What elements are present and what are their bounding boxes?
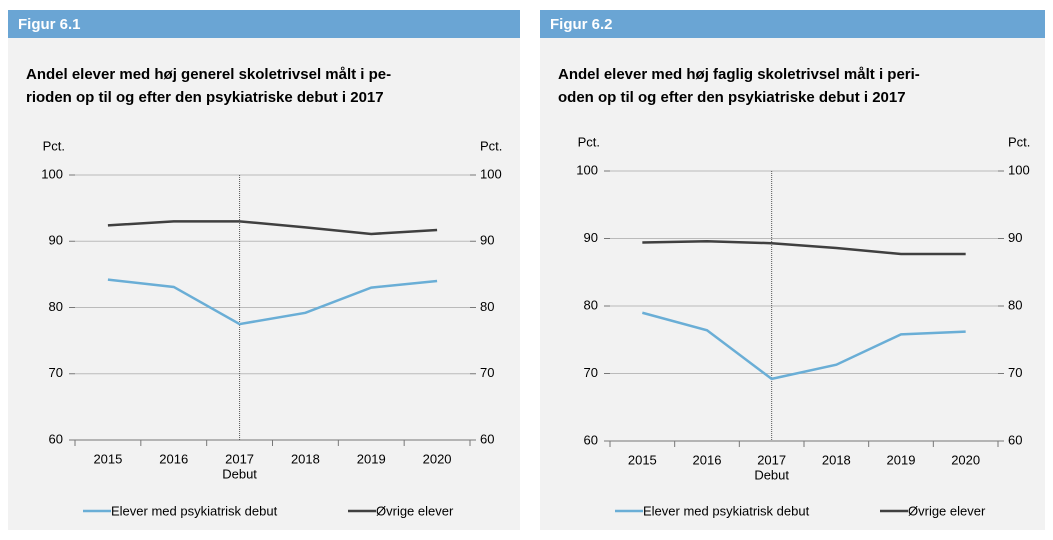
y2-tick-label: 80 <box>480 299 494 314</box>
x-tick-label: 2019 <box>887 452 916 467</box>
line <box>107 220 438 236</box>
x-tick-label: 2016 <box>693 452 722 467</box>
y-label: Pct. <box>578 134 600 149</box>
line <box>107 278 438 326</box>
x-tick-label: 2015 <box>628 452 657 467</box>
annotation: Debut <box>222 466 257 481</box>
panel-bg <box>540 38 1045 530</box>
y-tick-label: 100 <box>576 162 598 177</box>
x-tick-label: 2020 <box>423 451 452 466</box>
legend-label: Øvrige elever <box>908 503 986 518</box>
y-tick-label: 90 <box>584 230 598 245</box>
y-tick-label: 80 <box>584 297 598 312</box>
header: Figur 6.1 <box>18 16 81 33</box>
y2-tick-label: 100 <box>480 166 502 181</box>
y2-tick-label: 70 <box>1008 365 1022 380</box>
header: Figur 6.2 <box>550 16 613 33</box>
chart-title: Andel elever med høj generel skoletrivse… <box>26 66 391 83</box>
x-tick-label: 2015 <box>93 451 122 466</box>
y-tick-label: 70 <box>49 365 63 380</box>
y2-label: Pct. <box>1008 134 1030 149</box>
x-tick-label: 2018 <box>291 451 320 466</box>
x-tick-label: 2017 <box>225 451 254 466</box>
y2-tick-label: 60 <box>1008 432 1022 447</box>
x-tick-label: 2017 <box>757 452 786 467</box>
header-bar <box>540 10 1045 38</box>
y2-tick-label: 90 <box>480 233 494 248</box>
x-tick-label: 2019 <box>357 451 386 466</box>
annotation: Debut <box>754 467 789 482</box>
panel-bg <box>8 38 520 530</box>
y2-tick-label: 70 <box>480 365 494 380</box>
legend-label: Øvrige elever <box>376 503 454 518</box>
y-tick-label: 60 <box>584 432 598 447</box>
chart-title: Andel elever med høj faglig skoletrivsel… <box>558 66 920 83</box>
y-tick-label: 100 <box>41 166 63 181</box>
y2-label: Pct. <box>480 138 502 153</box>
x-tick-label: 2020 <box>951 452 980 467</box>
y2-tick-label: 80 <box>1008 297 1022 312</box>
y-label: Pct. <box>43 138 65 153</box>
chart-title: rioden op til og efter den psykiatriske … <box>26 89 384 106</box>
y2-tick-label: 90 <box>1008 230 1022 245</box>
y2-tick-label: 100 <box>1008 162 1030 177</box>
x-tick-label: 2016 <box>159 451 188 466</box>
legend-label: Elever med psykiatrisk debut <box>643 503 810 518</box>
line <box>642 311 966 381</box>
x-tick-label: 2018 <box>822 452 851 467</box>
y-tick-label: 90 <box>49 233 63 248</box>
header-bar <box>8 10 520 38</box>
line <box>642 239 966 256</box>
y-tick-label: 80 <box>49 299 63 314</box>
legend-label: Elever med psykiatrisk debut <box>111 503 278 518</box>
y2-tick-label: 60 <box>480 431 494 446</box>
chart-title: oden op til og efter den psykiatriske de… <box>558 89 906 106</box>
y-tick-label: 60 <box>49 431 63 446</box>
y-tick-label: 70 <box>584 365 598 380</box>
